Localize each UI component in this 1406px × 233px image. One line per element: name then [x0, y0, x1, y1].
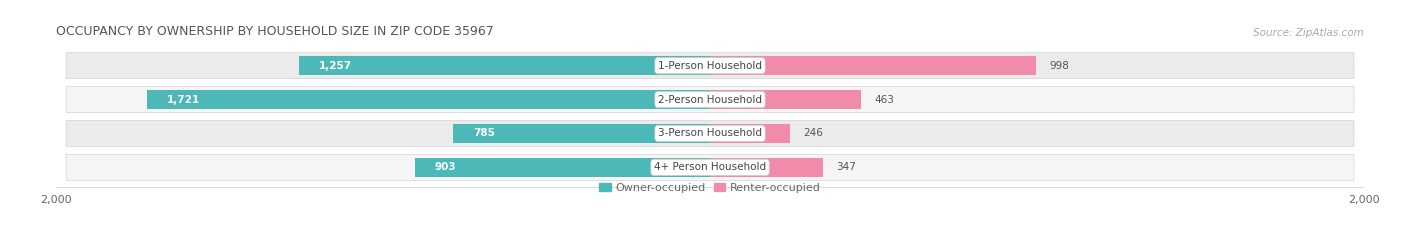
Text: 463: 463	[875, 95, 894, 105]
Bar	[299, 56, 710, 75]
Text: Source: ZipAtlas.com: Source: ZipAtlas.com	[1253, 28, 1364, 38]
Text: 1,721: 1,721	[167, 95, 200, 105]
Text: 2-Person Household: 2-Person Household	[658, 95, 762, 105]
FancyBboxPatch shape	[66, 120, 1354, 147]
Text: OCCUPANCY BY OWNERSHIP BY HOUSEHOLD SIZE IN ZIP CODE 35967: OCCUPANCY BY OWNERSHIP BY HOUSEHOLD SIZE…	[56, 25, 494, 38]
Bar	[710, 56, 1036, 75]
Bar	[415, 158, 710, 177]
Text: 998: 998	[1049, 61, 1069, 71]
FancyBboxPatch shape	[66, 154, 1354, 180]
Bar	[710, 90, 862, 109]
Bar	[453, 124, 710, 143]
Text: 1,257: 1,257	[319, 61, 352, 71]
Text: 1-Person Household: 1-Person Household	[658, 61, 762, 71]
Bar	[710, 158, 824, 177]
Bar	[148, 90, 710, 109]
FancyBboxPatch shape	[66, 86, 1354, 113]
Text: 246: 246	[803, 128, 824, 138]
FancyBboxPatch shape	[66, 53, 1354, 79]
Legend: Owner-occupied, Renter-occupied: Owner-occupied, Renter-occupied	[595, 178, 825, 197]
Text: 4+ Person Household: 4+ Person Household	[654, 162, 766, 172]
Text: 903: 903	[434, 162, 456, 172]
Bar	[710, 124, 790, 143]
Text: 347: 347	[837, 162, 856, 172]
Text: 3-Person Household: 3-Person Household	[658, 128, 762, 138]
Text: 785: 785	[472, 128, 495, 138]
